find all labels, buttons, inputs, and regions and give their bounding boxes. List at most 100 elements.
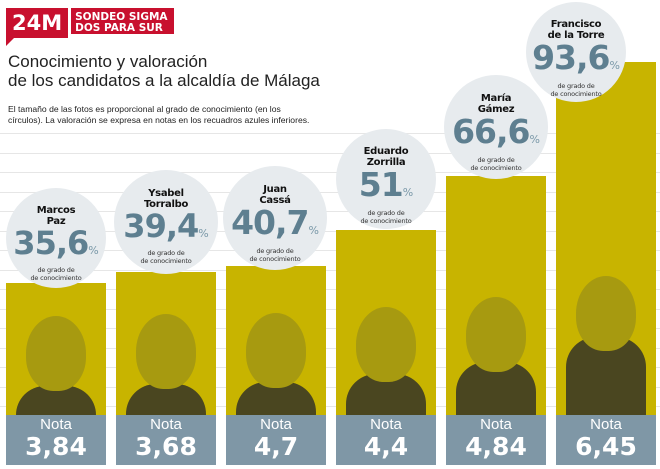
caption-line2: de conocimiento xyxy=(140,256,192,265)
gridline xyxy=(0,211,660,212)
chart-title: Conocimiento y valoración de los candida… xyxy=(8,52,320,90)
candidate-photo-bar xyxy=(556,62,656,415)
title-line2: de los candidatos a la alcaldía de Málag… xyxy=(8,71,320,90)
photo-face xyxy=(576,276,636,351)
percent-symbol: % xyxy=(88,244,99,257)
conocimiento-value: 40,7% xyxy=(223,206,327,248)
gridline xyxy=(0,406,660,407)
nota-label: Nota xyxy=(150,416,182,433)
percent-symbol: % xyxy=(402,186,414,199)
caption-line1: de grado de xyxy=(147,249,185,257)
gridline xyxy=(0,133,660,134)
nota-box: Nota 6,45 xyxy=(556,415,656,465)
nota-value: 3,84 xyxy=(25,432,87,461)
caption-line2: de conocimiento xyxy=(550,89,602,98)
nota-box: Nota 4,4 xyxy=(336,415,436,465)
candidate-name-line2: Zorrilla xyxy=(366,157,406,168)
candidate-photo-bar xyxy=(336,230,436,415)
description-line2: círculos). La valoración se expresa en n… xyxy=(8,114,310,125)
conocimiento-number: 51 xyxy=(358,165,404,204)
gridline xyxy=(0,309,660,310)
conocimiento-number: 35,6 xyxy=(13,224,89,262)
photo-face xyxy=(26,316,86,391)
gridline xyxy=(0,367,660,368)
conocimiento-circle: Francisco de la Torre 93,6% de grado de de c… xyxy=(526,2,626,102)
source-badge: 24M SONDEO SIGMA DOS PARA SUR xyxy=(6,8,174,46)
caption-line1: de grado de xyxy=(37,266,75,274)
candidate-name-line1: Eduardo xyxy=(363,146,409,157)
caption-line1: de grado de xyxy=(256,247,294,255)
gridline xyxy=(0,153,660,154)
nota-value: 4,7 xyxy=(253,432,299,461)
percent-symbol: % xyxy=(529,133,540,146)
nota-box: Nota 4,84 xyxy=(446,415,546,465)
chart-description: El tamaño de las fotos es proporcional a… xyxy=(8,104,309,125)
election-tag: 24M xyxy=(6,8,69,46)
caption-line2: de conocimiento xyxy=(249,254,301,263)
gridline xyxy=(0,348,660,349)
conocimiento-value: 66,6% xyxy=(444,115,548,157)
photo-face xyxy=(356,307,416,382)
photo-face xyxy=(136,314,196,389)
conocimiento-number: 66,6 xyxy=(452,112,530,151)
caption-line1: de grado de xyxy=(557,82,595,90)
conocimiento-circle: Ysabel Torralbo 39,4% de grado de de conocim… xyxy=(114,170,218,274)
candidate-name-line2: Gámez xyxy=(477,104,515,115)
conocimiento-circle: Marcos Paz 35,6% de grado de de conocimiento xyxy=(6,188,106,288)
candidate-name-line1: Marcos xyxy=(36,205,76,216)
conocimiento-value: 35,6% xyxy=(6,227,106,267)
description-line1: El tamaño de las fotos es proporcional a… xyxy=(8,104,281,114)
candidate-name-line1: María xyxy=(480,93,512,104)
nota-value: 4,84 xyxy=(465,432,527,461)
candidate-name-line2: de la Torre xyxy=(547,30,605,41)
conocimiento-number: 40,7 xyxy=(231,203,309,242)
gridline xyxy=(0,192,660,193)
nota-value: 6,45 xyxy=(575,432,637,461)
candidate-name-line1: Francisco xyxy=(550,19,602,30)
caption-line2: de conocimiento xyxy=(470,163,522,172)
gridline xyxy=(0,231,660,232)
nota-label: Nota xyxy=(370,416,402,433)
conocimiento-number: 93,6 xyxy=(532,38,610,77)
percent-symbol: % xyxy=(609,59,620,72)
poll-source: SONDEO SIGMA DOS PARA SUR xyxy=(71,8,174,34)
candidate-photo-bar xyxy=(6,283,106,415)
caption-line1: de grado de xyxy=(367,209,405,217)
nota-box: Nota 4,7 xyxy=(226,415,326,465)
candidate-photo-bar xyxy=(226,266,326,415)
nota-value: 4,4 xyxy=(363,432,409,461)
poll-source-line2: DOS PARA SUR xyxy=(75,22,163,34)
gridline xyxy=(0,289,660,290)
candidate-name-line1: Ysabel xyxy=(148,188,184,199)
caption-line2: de conocimiento xyxy=(30,273,82,282)
photo-face xyxy=(466,297,526,372)
candidate-name-line1: Juan xyxy=(263,184,287,195)
conocimiento-value: 39,4% xyxy=(114,210,218,250)
nota-label: Nota xyxy=(260,416,292,433)
gridline xyxy=(0,328,660,329)
conocimiento-circle: Juan Cassá 40,7% de grado de de conocimiento xyxy=(223,166,327,270)
conocimiento-value: 93,6% xyxy=(526,41,626,83)
percent-symbol: % xyxy=(308,224,319,237)
gridline xyxy=(0,387,660,388)
candidate-photo-bar xyxy=(116,272,216,415)
nota-label: Nota xyxy=(480,416,512,433)
conocimiento-value: 51% xyxy=(336,168,436,210)
conocimiento-circle: Eduardo Zorrilla 51% de grado de de conocimi… xyxy=(336,129,436,229)
nota-label: Nota xyxy=(40,416,72,433)
conocimiento-circle: María Gámez 66,6% de grado de de conocimient… xyxy=(444,75,548,179)
nota-box: Nota 3,84 xyxy=(6,415,106,465)
candidate-name-line2: Paz xyxy=(46,216,66,227)
gridline xyxy=(0,172,660,173)
percent-symbol: % xyxy=(198,227,209,240)
conocimiento-number: 39,4 xyxy=(123,207,199,245)
caption-line1: de grado de xyxy=(477,156,515,164)
candidate-photo-bar xyxy=(446,176,546,415)
poll-source-line1: SONDEO SIGMA xyxy=(75,11,168,23)
photo-torso xyxy=(126,384,206,415)
candidate-name-line2: Cassá xyxy=(259,195,291,206)
nota-label: Nota xyxy=(590,416,622,433)
nota-box: Nota 3,68 xyxy=(116,415,216,465)
gridline xyxy=(0,250,660,251)
candidate-name-line2: Torralbo xyxy=(143,199,189,210)
